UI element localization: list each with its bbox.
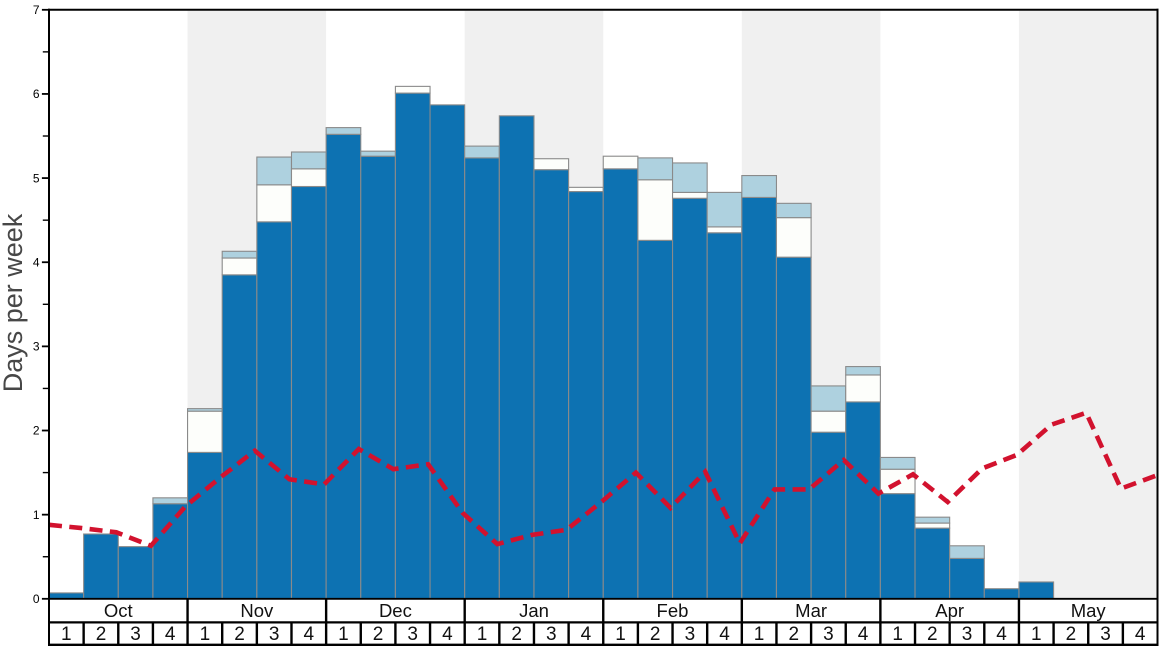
- svg-text:6: 6: [33, 87, 40, 101]
- svg-text:7: 7: [33, 3, 40, 17]
- svg-text:4: 4: [165, 624, 176, 645]
- svg-text:1: 1: [338, 624, 349, 645]
- svg-text:1: 1: [615, 624, 626, 645]
- svg-text:2: 2: [96, 624, 107, 645]
- svg-text:2: 2: [234, 624, 245, 645]
- svg-text:2: 2: [1066, 624, 1077, 645]
- svg-text:4: 4: [581, 624, 592, 645]
- svg-text:4: 4: [442, 624, 453, 645]
- svg-text:Feb: Feb: [657, 600, 689, 621]
- svg-text:Jan: Jan: [519, 600, 549, 621]
- svg-text:Oct: Oct: [104, 600, 133, 621]
- svg-text:4: 4: [996, 624, 1007, 645]
- svg-text:5: 5: [33, 171, 40, 185]
- svg-text:1: 1: [200, 624, 211, 645]
- svg-text:3: 3: [962, 624, 973, 645]
- svg-text:2: 2: [511, 624, 522, 645]
- svg-text:3: 3: [1100, 624, 1111, 645]
- svg-text:1: 1: [754, 624, 765, 645]
- svg-text:Apr: Apr: [935, 600, 964, 621]
- svg-text:1: 1: [33, 508, 40, 522]
- svg-text:1: 1: [1031, 624, 1042, 645]
- svg-text:1: 1: [477, 624, 488, 645]
- svg-text:2: 2: [373, 624, 384, 645]
- svg-text:Days per week: Days per week: [0, 213, 28, 392]
- svg-text:2: 2: [33, 424, 40, 438]
- svg-text:May: May: [1071, 600, 1107, 621]
- svg-text:3: 3: [130, 624, 141, 645]
- svg-text:2: 2: [927, 624, 938, 645]
- svg-text:Mar: Mar: [795, 600, 827, 621]
- svg-text:2: 2: [650, 624, 661, 645]
- svg-text:1: 1: [892, 624, 903, 645]
- svg-text:3: 3: [33, 340, 40, 354]
- svg-text:Dec: Dec: [379, 600, 412, 621]
- svg-text:0: 0: [33, 592, 40, 606]
- svg-text:3: 3: [407, 624, 418, 645]
- svg-text:3: 3: [546, 624, 557, 645]
- svg-text:Nov: Nov: [240, 600, 274, 621]
- svg-text:4: 4: [858, 624, 869, 645]
- svg-text:1: 1: [61, 624, 72, 645]
- svg-text:3: 3: [269, 624, 280, 645]
- svg-text:3: 3: [823, 624, 834, 645]
- svg-text:4: 4: [304, 624, 315, 645]
- svg-text:4: 4: [1135, 624, 1146, 645]
- svg-text:2: 2: [789, 624, 800, 645]
- svg-text:4: 4: [719, 624, 730, 645]
- svg-text:3: 3: [685, 624, 696, 645]
- svg-text:4: 4: [33, 255, 40, 269]
